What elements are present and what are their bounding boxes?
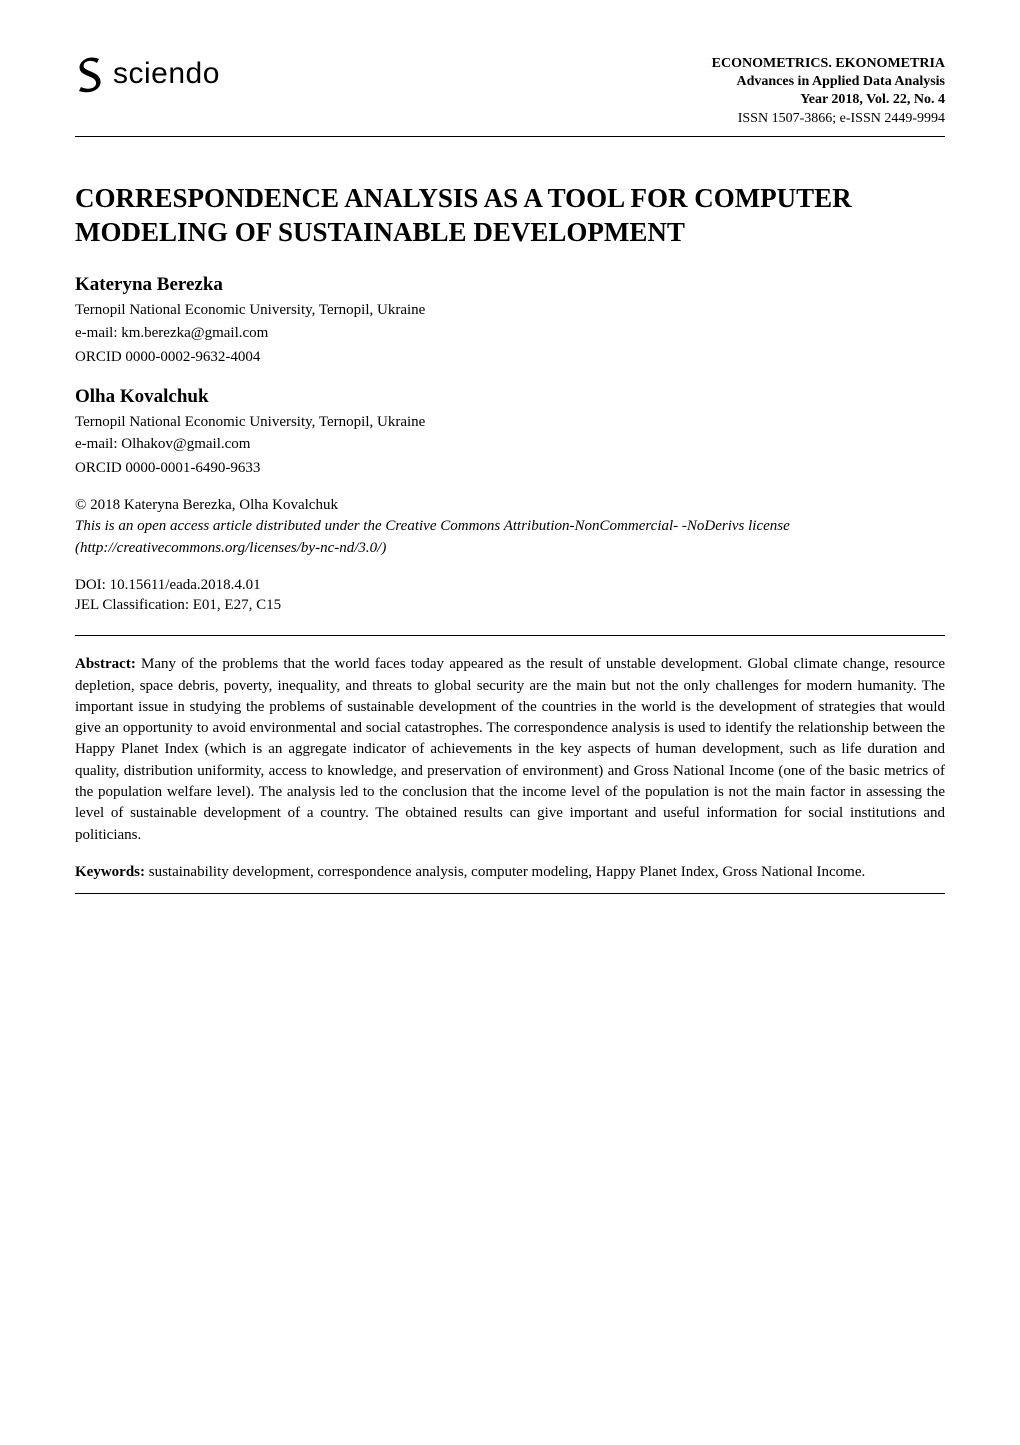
keywords-label: Keywords: [75, 864, 145, 880]
copyright-line: © 2018 Kateryna Berezka, Olha Kovalchuk [75, 497, 945, 514]
journal-subtitle: Advances in Applied Data Analysis [712, 73, 945, 91]
journal-info: ECONOMETRICS. EKONOMETRIA Advances in Ap… [712, 55, 945, 128]
author-affiliation: Ternopil National Economic University, T… [75, 300, 945, 320]
author-email: e-mail: Olhakov@gmail.com [75, 434, 945, 454]
author-block: Olha Kovalchuk Ternopil National Economi… [75, 386, 945, 478]
abstract-body: Many of the problems that the world face… [75, 656, 945, 842]
publisher-name: sciendo [113, 57, 220, 91]
journal-issn: ISSN 1507-3866; e-ISSN 2449-9994 [712, 110, 945, 128]
header-rule [75, 136, 945, 137]
paper-title: CORRESPONDENCE ANALYSIS AS A TOOL FOR CO… [75, 182, 945, 250]
journal-issue: Year 2018, Vol. 22, No. 4 [712, 91, 945, 109]
license-paren-close: ) [381, 540, 386, 556]
author-affiliation: Ternopil National Economic University, T… [75, 412, 945, 432]
abstract-top-rule [75, 635, 945, 636]
author-email: e-mail: km.berezka@gmail.com [75, 323, 945, 343]
keywords-paragraph: Keywords: sustainability development, co… [75, 862, 945, 883]
author-orcid: ORCID 0000-0002-9632-4004 [75, 349, 945, 366]
sciendo-icon [75, 55, 105, 93]
author-name: Kateryna Berezka [75, 274, 945, 296]
author-block: Kateryna Berezka Ternopil National Econo… [75, 274, 945, 366]
author-name: Olha Kovalchuk [75, 386, 945, 408]
journal-title: ECONOMETRICS. EKONOMETRIA [712, 55, 945, 73]
license-text: This is an open access article distribut… [75, 518, 790, 534]
keywords-body: sustainability development, corresponden… [149, 864, 865, 880]
abstract-paragraph: Abstract: Many of the problems that the … [75, 654, 945, 846]
abstract-bottom-rule [75, 893, 945, 894]
jel-line: JEL Classification: E01, E27, C15 [75, 595, 945, 615]
publisher-logo: sciendo [75, 55, 220, 93]
author-orcid: ORCID 0000-0001-6490-9633 [75, 460, 945, 477]
license-url[interactable]: http://creativecommons.org/licenses/by-n… [80, 540, 381, 556]
license-statement: This is an open access article distribut… [75, 516, 945, 560]
abstract-label: Abstract: [75, 656, 136, 672]
doi-line: DOI: 10.15611/eada.2018.4.01 [75, 575, 945, 595]
page-header: sciendo ECONOMETRICS. EKONOMETRIA Advanc… [75, 55, 945, 128]
